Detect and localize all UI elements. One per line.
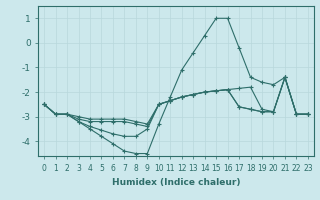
X-axis label: Humidex (Indice chaleur): Humidex (Indice chaleur) <box>112 178 240 187</box>
